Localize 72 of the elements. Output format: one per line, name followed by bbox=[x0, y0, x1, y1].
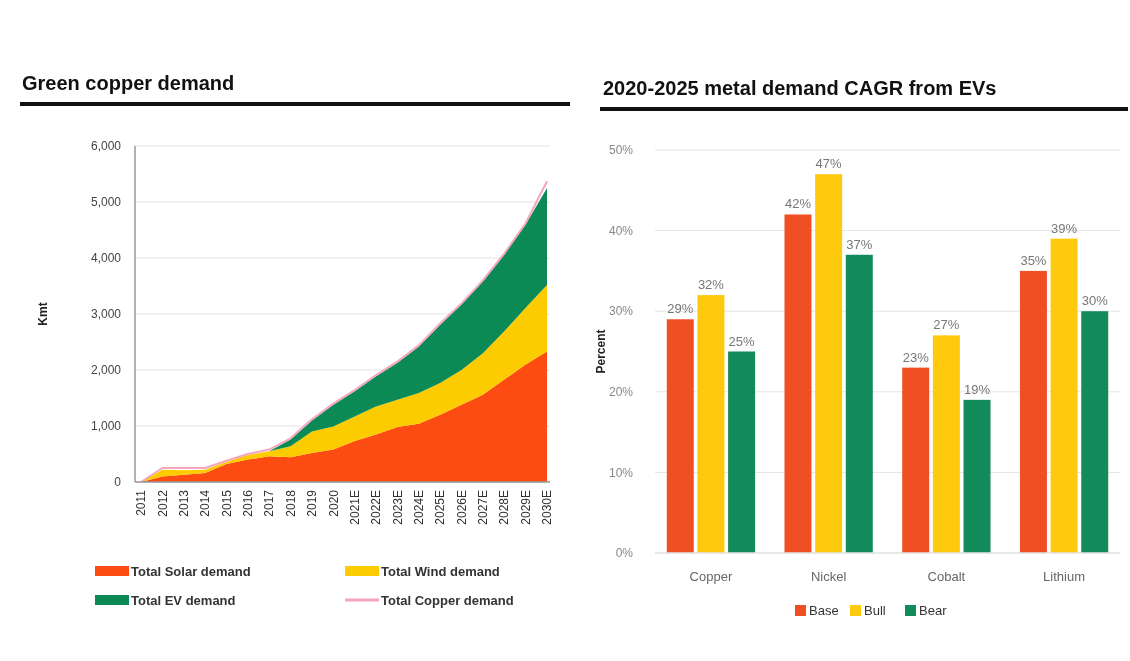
bar bbox=[845, 254, 873, 553]
x-tick-label: Nickel bbox=[810, 569, 847, 584]
x-tick-label: 2013 bbox=[176, 489, 191, 517]
y-tick-label: 40% bbox=[608, 223, 634, 238]
x-tick-label: 2012 bbox=[155, 489, 170, 517]
data-label: 30% bbox=[1081, 293, 1109, 309]
legend-label: Total Wind demand bbox=[381, 563, 500, 579]
x-tick-label: 2016 bbox=[241, 489, 256, 517]
x-tick-label: 2030E bbox=[540, 490, 555, 525]
x-tick-label: 2011 bbox=[134, 489, 149, 516]
legend-label: Total EV demand bbox=[131, 592, 236, 608]
x-tick-label: 2021E bbox=[347, 490, 362, 525]
x-tick-label: 2024E bbox=[411, 490, 426, 525]
y-tick-label: 30% bbox=[608, 304, 634, 319]
bar bbox=[697, 295, 725, 553]
x-tick-label: 2020 bbox=[326, 489, 341, 517]
data-label: 25% bbox=[728, 333, 756, 349]
legend-label: Base bbox=[809, 602, 839, 618]
x-tick-label: 2022E bbox=[369, 490, 384, 525]
data-label: 29% bbox=[667, 301, 694, 317]
bar bbox=[932, 335, 960, 553]
data-label: 47% bbox=[815, 156, 843, 172]
data-label: 35% bbox=[1020, 252, 1047, 268]
data-label: 27% bbox=[933, 317, 960, 333]
data-label: 23% bbox=[902, 349, 930, 365]
bar bbox=[1050, 238, 1078, 553]
y-tick-label: 10% bbox=[608, 465, 634, 480]
data-label: 39% bbox=[1051, 220, 1078, 236]
y-tick-label: 0% bbox=[615, 546, 634, 561]
y-axis-title: Kmt bbox=[36, 302, 50, 326]
x-tick-label: 2019 bbox=[305, 489, 320, 517]
x-tick-label: 2027E bbox=[476, 490, 491, 525]
data-label: 37% bbox=[846, 236, 873, 252]
y-tick-label: 20% bbox=[608, 385, 634, 399]
legend-label: Total Copper demand bbox=[381, 592, 514, 608]
y-tick-label: 0 bbox=[114, 475, 122, 490]
x-tick-label: 2015 bbox=[219, 489, 234, 517]
data-label: 32% bbox=[697, 277, 725, 293]
x-tick-label: 2014 bbox=[198, 489, 213, 517]
legend-label: Total Solar demand bbox=[131, 563, 251, 579]
y-tick-label: 1,000 bbox=[90, 419, 122, 434]
y-axis-title: Percent bbox=[594, 329, 608, 374]
chart-title: Green copper demand bbox=[22, 72, 235, 94]
bar bbox=[784, 214, 812, 553]
y-tick-label: 6,000 bbox=[90, 139, 122, 154]
x-tick-label: 2028E bbox=[497, 490, 512, 525]
chart-title: 2020-2025 metal demand CAGR from EVs bbox=[603, 77, 997, 99]
y-tick-label: 2,000 bbox=[90, 363, 122, 378]
legend-label: Bear bbox=[919, 602, 948, 618]
bar bbox=[1019, 270, 1047, 553]
y-tick-label: 4,000 bbox=[90, 251, 122, 266]
y-tick-label: 50% bbox=[608, 143, 634, 158]
y-tick-label: 5,000 bbox=[90, 195, 122, 210]
data-label: 42% bbox=[784, 196, 812, 212]
x-tick-label: Copper bbox=[689, 569, 733, 584]
legend-label: Bull bbox=[864, 602, 886, 618]
bar bbox=[1081, 311, 1109, 553]
bar bbox=[728, 351, 756, 553]
x-tick-label: Lithium bbox=[1043, 569, 1086, 584]
x-tick-label: 2029E bbox=[518, 490, 533, 525]
x-tick-label: 2017 bbox=[262, 489, 277, 517]
x-tick-label: 2025E bbox=[433, 490, 448, 525]
x-tick-label: 2018 bbox=[283, 489, 298, 517]
bar bbox=[815, 174, 843, 553]
x-tick-label: 2026E bbox=[454, 490, 469, 525]
x-tick-label: Cobalt bbox=[927, 569, 966, 584]
bar bbox=[666, 319, 694, 553]
y-tick-label: 3,000 bbox=[90, 307, 122, 322]
x-tick-label: 2023E bbox=[390, 490, 405, 525]
bar bbox=[902, 367, 930, 553]
data-label: 19% bbox=[964, 381, 991, 397]
bar bbox=[963, 399, 991, 553]
